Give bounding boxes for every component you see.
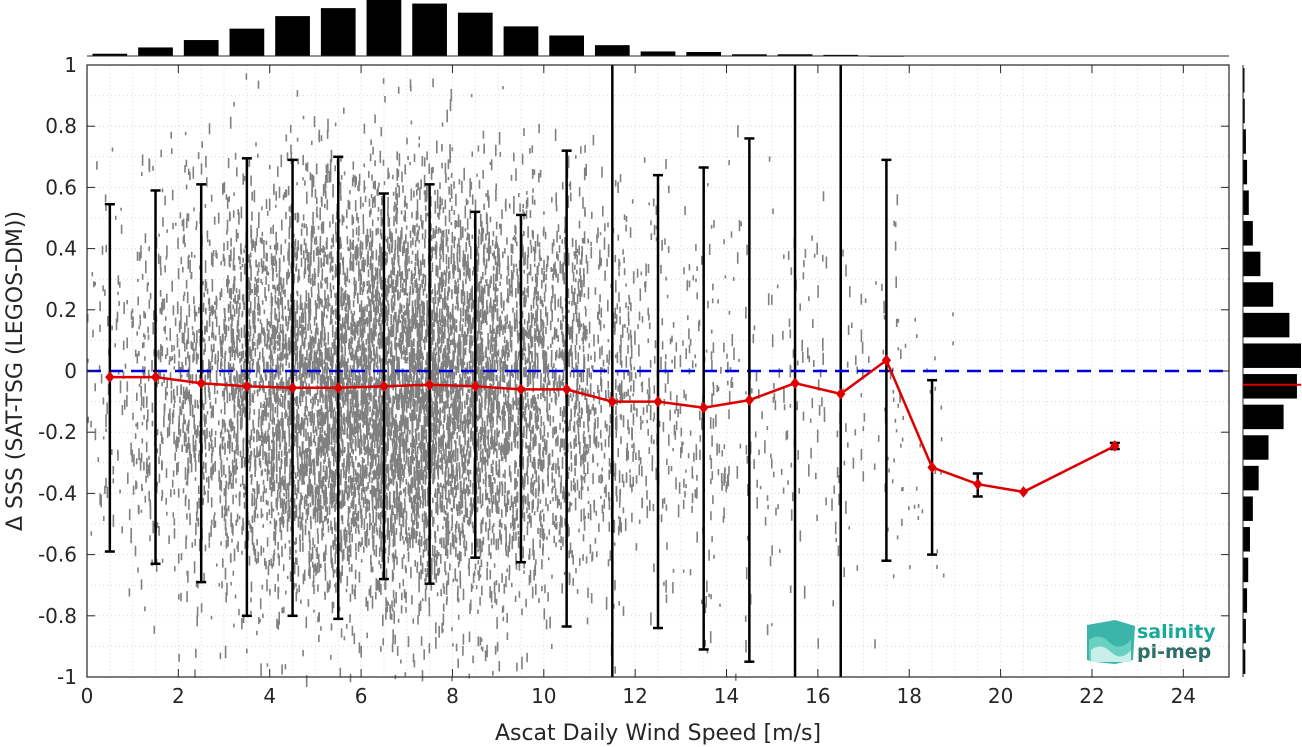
mean-marker xyxy=(516,383,526,396)
mean-line xyxy=(109,358,1116,494)
mean-marker xyxy=(470,380,480,393)
y-tick-label: -0.8 xyxy=(38,604,77,628)
right-histogram-bar xyxy=(1243,557,1249,583)
mean-marker xyxy=(1018,486,1029,498)
mean-marker xyxy=(287,382,298,394)
x-tick-label: 22 xyxy=(1079,684,1104,708)
top-histogram-bar xyxy=(138,47,173,56)
top-histogram-bar xyxy=(457,12,493,56)
y-tick-label: 0.4 xyxy=(45,237,77,261)
x-ticks: 0 2 4 6 8 10 12 14 16 18 20 22 24 xyxy=(81,65,1196,708)
mean-marker xyxy=(790,377,800,390)
right-histogram-bar xyxy=(1243,98,1245,124)
top-histogram-bar xyxy=(183,40,219,56)
right-histogram xyxy=(1243,68,1301,674)
top-histogram-bar xyxy=(92,53,128,56)
right-histogram-bar xyxy=(1243,159,1248,185)
mean-marker xyxy=(881,354,892,367)
top-histogram-bar xyxy=(777,54,813,56)
right-histogram-bar xyxy=(1243,251,1261,277)
x-tick-label: 12 xyxy=(622,684,647,708)
mean-marker xyxy=(561,383,572,396)
right-histogram-bar xyxy=(1243,374,1297,399)
top-histogram xyxy=(92,0,904,57)
top-histogram-bar xyxy=(366,0,402,56)
top-histogram-bar xyxy=(412,3,447,56)
top-histogram-bar xyxy=(275,16,310,57)
top-histogram-bar xyxy=(594,45,630,56)
right-histogram-bar xyxy=(1243,190,1249,215)
x-tick-label: 18 xyxy=(897,684,922,708)
mean-marker xyxy=(196,377,206,390)
mean-marker xyxy=(105,371,115,383)
right-histogram-bar xyxy=(1243,435,1269,460)
mean-markers xyxy=(105,354,1120,498)
mean-marker xyxy=(653,395,663,408)
top-histogram-bar xyxy=(640,51,676,56)
x-tick-label: 14 xyxy=(714,684,739,708)
right-histogram-bar xyxy=(1243,221,1253,246)
top-histogram-bar xyxy=(503,26,539,56)
mean-marker xyxy=(1110,440,1120,452)
right-histogram-bar xyxy=(1243,68,1245,93)
y-tick-label: -0.6 xyxy=(38,543,77,567)
right-histogram-bar xyxy=(1243,465,1259,491)
top-histogram-bar xyxy=(229,28,265,56)
top-histogram-bar xyxy=(686,52,722,56)
x-tick-label: 24 xyxy=(1171,684,1196,708)
right-histogram-bar xyxy=(1243,618,1246,644)
right-histogram-bar xyxy=(1243,527,1250,552)
top-histogram-bar xyxy=(320,8,356,57)
top-histogram-bar xyxy=(732,54,767,56)
mean-marker xyxy=(379,380,389,393)
main-plot: 0 2 4 6 8 10 12 14 16 18 20 22 24 -1-0.8-0.6-0.4-0.2… xyxy=(38,53,1230,708)
logo-text-2: pi-mep xyxy=(1137,641,1211,663)
right-histogram-bar xyxy=(1243,312,1290,338)
right-histogram-bar xyxy=(1243,404,1284,430)
mean-marker xyxy=(424,378,435,391)
right-histogram-bar xyxy=(1243,129,1246,154)
x-tick-label: 8 xyxy=(446,684,459,708)
salinity-pimep-logo: salinity pi-mep xyxy=(1087,620,1216,664)
top-histogram-bar xyxy=(823,54,859,56)
mean-marker xyxy=(836,388,846,400)
x-tick-label: 20 xyxy=(988,684,1013,708)
x-tick-label: 4 xyxy=(263,684,276,708)
y-axis-label: Δ SSS (SAT-TSG (LEGOS-DM)) xyxy=(3,211,28,531)
x-tick-label: 16 xyxy=(805,684,830,708)
right-histogram-bar xyxy=(1243,649,1246,674)
y-tick-label: 0.6 xyxy=(45,175,77,199)
logo-text-1: salinity xyxy=(1137,621,1216,643)
mean-marker xyxy=(744,394,755,406)
right-histogram-bar xyxy=(1243,282,1274,307)
right-histogram-bar xyxy=(1243,496,1253,521)
x-axis-label: Ascat Daily Wind Speed [m/s] xyxy=(495,721,821,746)
mean-marker xyxy=(973,478,983,491)
top-histogram-bar xyxy=(549,35,584,56)
y-tick-label: 0.8 xyxy=(45,114,77,138)
mean-marker xyxy=(242,380,252,393)
mean-marker xyxy=(607,395,617,408)
mean-marker xyxy=(699,401,709,414)
right-histogram-bar xyxy=(1243,588,1248,613)
y-tick-label: 1 xyxy=(64,53,77,77)
y-tick-label: -0.2 xyxy=(38,420,77,444)
right-histogram-bar xyxy=(1243,343,1301,368)
x-tick-label: 10 xyxy=(531,684,556,708)
mean-marker xyxy=(150,371,161,383)
mean-marker xyxy=(333,382,343,394)
mean-marker xyxy=(927,461,937,474)
x-tick-label: 6 xyxy=(355,684,368,708)
y-tick-label: -1 xyxy=(57,665,77,689)
y-ticks: -1 -0.8 -0.6 -0.4 -0.2 0 0.2 0.4 0.6 0.8 1 xyxy=(38,53,1229,689)
y-tick-label: 0 xyxy=(64,359,77,383)
y-tick-label: 0.2 xyxy=(45,298,77,322)
x-tick-label: 2 xyxy=(172,684,185,708)
x-tick-label: 0 xyxy=(81,684,94,708)
y-tick-label: -0.4 xyxy=(38,481,77,505)
